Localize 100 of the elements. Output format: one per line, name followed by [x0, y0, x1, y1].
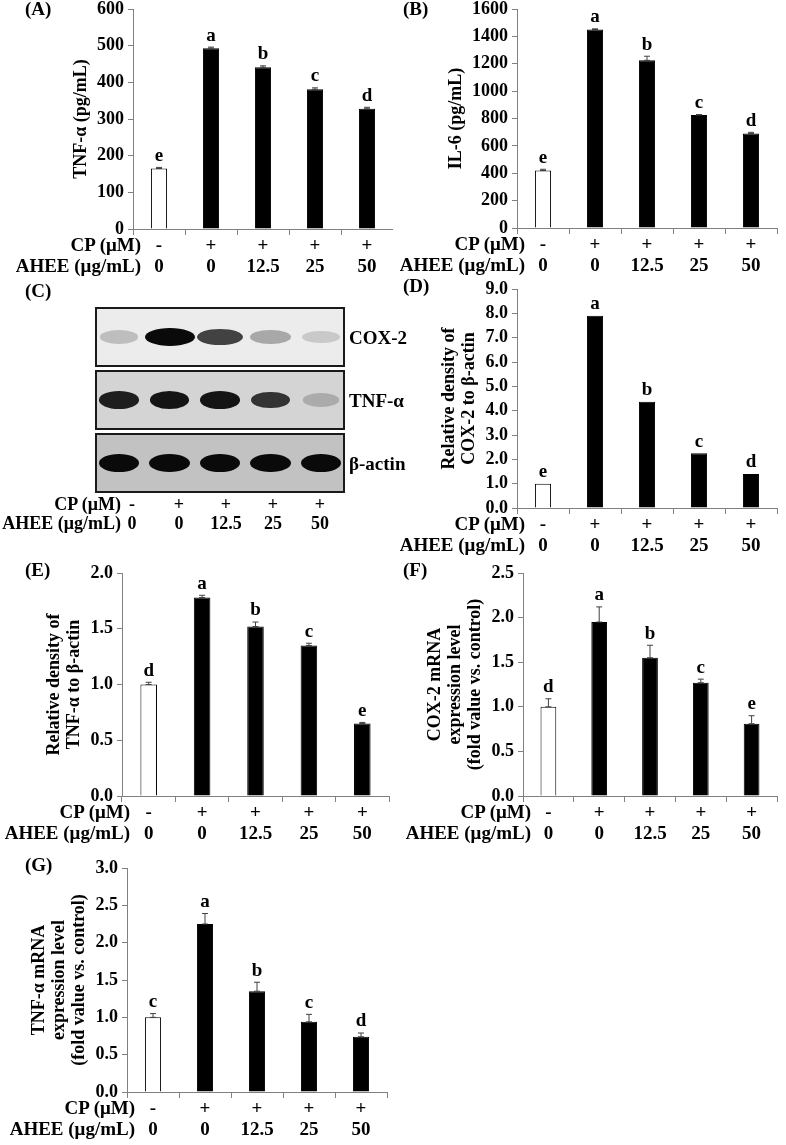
y-tick-label: 600 — [97, 0, 124, 18]
y-tick-label: 1000 — [472, 79, 508, 100]
y-tick-label: 200 — [97, 144, 124, 165]
y-axis-title: TNF-α mRNA expression level (fold value vs. control) — [28, 894, 90, 1066]
y-tick-label: 0.5 — [491, 740, 514, 761]
bar — [690, 115, 708, 228]
data-label: b — [644, 621, 656, 643]
x-tick-label: + 25 — [689, 512, 709, 555]
bar — [742, 473, 760, 508]
chart-title: (F) — [403, 558, 428, 581]
data-label: c — [148, 990, 158, 1012]
data-label: c — [304, 990, 314, 1012]
y-tick-label: 1.5 — [90, 617, 113, 638]
bar — [692, 682, 709, 796]
x-tick-label: + 0 — [593, 800, 605, 843]
x-tick-label: + 0 — [589, 232, 601, 275]
data-label: b — [641, 378, 653, 400]
x-tick-label: + 25 — [299, 800, 319, 843]
chart-title: (G) — [25, 853, 53, 876]
text: β-actin — [349, 452, 406, 474]
x-tick-label: + 12.5 — [238, 800, 273, 843]
y-axis-title: Relative density of COX-2 to β-actin — [438, 326, 479, 470]
x-tick-label: + 12.5 — [240, 1096, 274, 1139]
chart-title: (A) — [25, 0, 52, 20]
y-tick-label: 1.5 — [491, 650, 514, 671]
y-tick-label: 2.5 — [95, 893, 118, 914]
y-axis-title: Relative density of TNF-α to β-actin — [43, 612, 84, 756]
y-tick-label: 6.0 — [485, 350, 508, 371]
bar — [743, 723, 760, 796]
chart-title: (B) — [403, 0, 429, 20]
y-axis-title: COX-2 mRNA expression level (fold value vs. control) — [424, 598, 486, 771]
x-tick-label: - 0 — [538, 512, 548, 555]
data-label: a — [594, 583, 605, 605]
data-label: d — [143, 658, 155, 680]
data-label: c — [694, 90, 704, 112]
x-tick-label: - 0 — [543, 800, 554, 843]
y-tick-label: 3.0 — [485, 423, 508, 444]
bar — [254, 67, 272, 229]
bar — [352, 1036, 370, 1092]
bar — [196, 924, 214, 1092]
data-label: b — [251, 958, 263, 980]
data-label: d — [745, 108, 757, 130]
y-tick-label: 4.0 — [485, 399, 508, 420]
bar — [300, 1021, 318, 1092]
y-tick-label: 800 — [481, 107, 508, 128]
y-tick-label: 1.0 — [485, 472, 508, 493]
x-tick-label: + 0 — [196, 800, 208, 843]
bar — [586, 29, 604, 228]
data-label: b — [641, 32, 653, 54]
bar — [642, 657, 658, 796]
y-tick-label: 9.0 — [485, 277, 508, 298]
data-label: a — [200, 889, 211, 911]
y-tick-label: 400 — [97, 70, 124, 91]
bar — [300, 645, 318, 796]
data-label: e — [538, 460, 548, 482]
y-tick-label: 1400 — [472, 25, 508, 46]
data-label: e — [538, 145, 548, 167]
x-tick-label: - 0 — [538, 232, 548, 275]
y-tick-label: 1.5 — [95, 968, 118, 989]
bar — [202, 48, 220, 229]
data-label: d — [745, 450, 757, 472]
y-tick-label: 2.0 — [90, 561, 113, 582]
data-label: a — [590, 5, 601, 27]
x-tick-label: - 0 — [154, 233, 164, 276]
data-label: e — [358, 698, 367, 720]
y-tick-label: 0.5 — [95, 1043, 118, 1064]
x-tick-label: + 12.5 — [630, 232, 664, 275]
bar — [306, 89, 324, 229]
bar — [247, 626, 264, 796]
x-tick-label: + 12.5 — [633, 800, 667, 843]
x-tick-label: + 0 — [205, 233, 217, 276]
y-axis-title: TNF-α (pg/mL) — [69, 59, 91, 179]
x-tick-label: + 50 — [741, 512, 761, 555]
bar — [354, 723, 371, 796]
bar — [358, 108, 376, 229]
x-tick-label: + 50 — [357, 233, 377, 276]
bar — [586, 315, 604, 508]
y-tick-label: 100 — [97, 180, 124, 201]
x-tick-label: + 0 — [589, 512, 601, 555]
data-label: b — [250, 598, 261, 620]
y-tick-label: 600 — [481, 134, 508, 155]
text: COX-2 — [349, 326, 408, 348]
x-tick-label: + 50 — [741, 232, 761, 275]
x-tick-label: + 25 — [305, 233, 325, 276]
chart-title: (E) — [25, 558, 51, 581]
x-tick-label: + 0 — [199, 1096, 211, 1139]
data-label: c — [696, 655, 706, 677]
y-axis-title: IL-6 (pg/mL) — [444, 67, 466, 170]
data-label: a — [206, 23, 217, 45]
y-tick-label: 500 — [97, 34, 124, 55]
x-tick-label: - 0 — [148, 1096, 158, 1139]
x-tick-label: + 12.5 — [630, 512, 664, 555]
y-tick-label: 0.5 — [90, 728, 113, 749]
bar — [742, 133, 760, 228]
data-label: c — [304, 619, 314, 641]
x-tick-label: + 50 — [742, 800, 762, 843]
data-label: e — [154, 143, 164, 165]
y-tick-label: 7.0 — [485, 326, 508, 347]
y-tick-label: 400 — [481, 161, 508, 182]
data-label: b — [257, 42, 269, 64]
